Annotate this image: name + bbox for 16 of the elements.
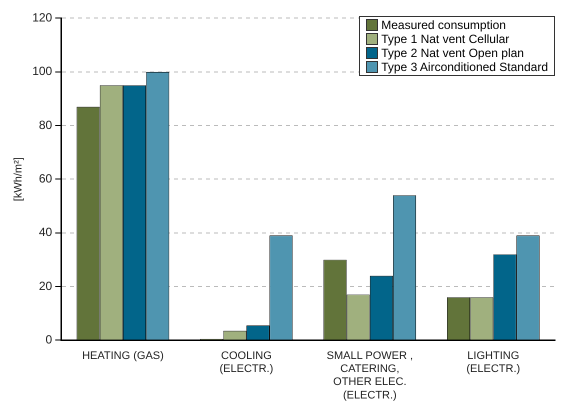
legend-label: Type 3 Airconditioned Standard (381, 60, 548, 74)
y-axis-title: [kWh/m²] (12, 157, 25, 202)
legend-label: Type 1 Nat vent Cellular (381, 32, 510, 46)
legend-label: Type 2 Nat vent Open plan (381, 46, 524, 60)
x-tick-label: LIGHTING (ELECTR.) (466, 350, 520, 376)
x-tick-label: HEATING (GAS) (82, 350, 164, 362)
y-tick-label: 20 (38, 278, 53, 293)
y-tick-label: 80 (38, 118, 53, 132)
y-tick-label: 0 (46, 332, 53, 347)
y-tick-label: 60 (38, 172, 53, 186)
x-tick-label: SMALL POWER , CATERING, OTHER ELEC. (ELECTR.) (326, 350, 414, 402)
y-tick-label: 100 (32, 64, 53, 78)
x-tick-label: COOLING (ELECTR.) (220, 350, 274, 376)
y-tick-label: 40 (38, 225, 53, 240)
y-tick-label: 120 (32, 10, 53, 25)
legend-label: Measured consumption (381, 18, 506, 32)
